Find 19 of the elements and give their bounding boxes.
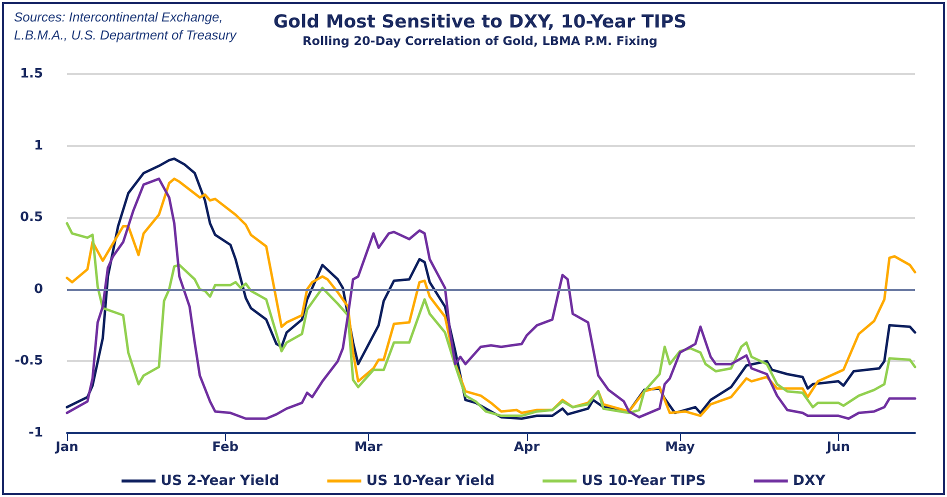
x-tick-label: Apr <box>514 440 540 455</box>
y-tick-label: 1 <box>34 138 43 154</box>
y-tick-label: 0 <box>34 282 43 297</box>
y-tick-label: 1.5 <box>20 66 43 82</box>
x-tick-label: Feb <box>212 440 239 455</box>
x-tick-label: Jun <box>826 440 850 455</box>
legend-label: US 10-Year Yield <box>366 473 495 489</box>
y-tick-label: -1 <box>28 426 43 440</box>
legend-label: DXY <box>792 473 826 489</box>
legend-label: US 2-Year Yield <box>160 473 280 489</box>
y-tick-label: -0.5 <box>14 354 43 369</box>
y-tick-label: 0.5 <box>20 210 43 226</box>
source-note: Sources: Intercontinental Exchange, L.B.M.A., U.S. Department of Treasury <box>14 10 238 42</box>
chart-subtitle: Rolling 20-Day Correlation of Gold, LBMA P.M. Fixing <box>302 34 658 48</box>
chart-title: Gold Most Sensitive to DXY, 10-Year TIPS <box>273 12 687 32</box>
x-tick-label: Mar <box>354 440 384 455</box>
x-tick-label: May <box>665 440 696 455</box>
legend-label: US 10-Year TIPS <box>582 473 706 489</box>
x-tick-label: Jan <box>54 440 78 455</box>
